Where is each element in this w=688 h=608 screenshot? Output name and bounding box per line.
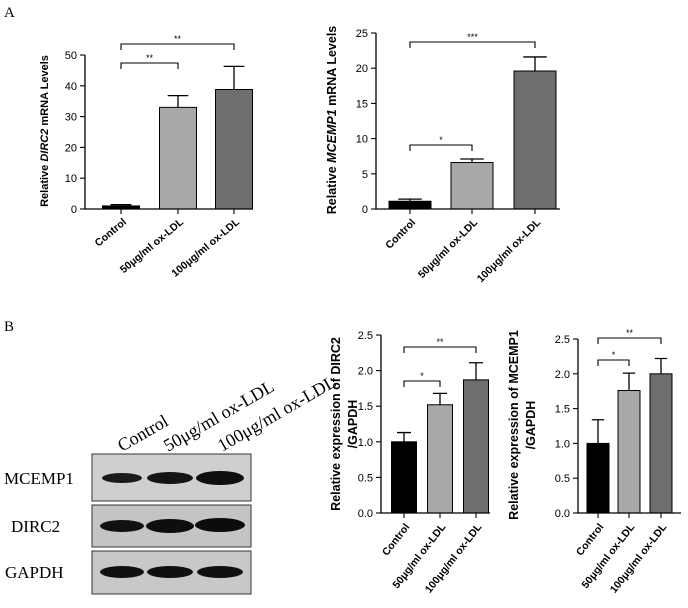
y-tick-label-1: 5 <box>362 169 368 181</box>
blot-row-label-mcemp1: MCEMP1 <box>4 469 74 488</box>
blot-row-label-gapdh: GAPDH <box>5 563 64 582</box>
y-axis-label: Relative MCEMP1 mRNA Levels <box>325 26 339 215</box>
y-tick-label-1: 10 <box>65 173 77 185</box>
significance-label-0: ** <box>146 53 154 63</box>
band-gapdh-50 <box>147 566 193 578</box>
significance-bracket-0 <box>120 62 179 69</box>
band-gapdh-control <box>100 566 144 578</box>
y-tick-label-3: 1.5 <box>555 404 570 416</box>
significance-bracket-0 <box>403 380 441 387</box>
y-tick-label-4: 40 <box>65 81 77 93</box>
y-tick-label-4: 20 <box>356 63 368 75</box>
y-tick-label-2: 1.0 <box>358 437 373 449</box>
y-tick-label-5: 25 <box>356 28 368 40</box>
y-axis-label-line-0: Relative expression of DIRC2 <box>329 337 343 511</box>
significance-label-0: * <box>439 135 443 145</box>
band-mcemp1-100 <box>196 471 244 485</box>
significance-bracket-1 <box>409 41 536 48</box>
y-tick-label-0: 0.0 <box>358 508 373 520</box>
y-tick-label-5: 2.5 <box>358 330 373 342</box>
y-tick-label-4: 2.0 <box>555 369 570 381</box>
bar-2 <box>649 373 673 514</box>
significance-label-1: ** <box>436 337 444 347</box>
y-axis-label: Relative DIRC2 mRNA Levels <box>39 55 51 207</box>
band-dirc2-control <box>100 520 144 532</box>
y-tick-label-0: 0.0 <box>555 508 570 520</box>
error-bar-2 <box>523 56 547 72</box>
band-dirc2-100 <box>195 518 245 532</box>
bar-2 <box>215 88 253 210</box>
significance-bracket-1 <box>403 346 477 353</box>
significance-label-1: ** <box>626 328 634 338</box>
significance-label-1: ** <box>174 34 182 44</box>
blot-lane-label-control: Control <box>114 411 172 456</box>
bar-1 <box>450 162 494 210</box>
x-tick-label-0: Control <box>93 216 129 249</box>
x-tick-label-2: 100μg/ml ox-LDL <box>475 216 544 285</box>
significance-label-0: * <box>420 371 424 381</box>
error-bar-1 <box>433 392 447 405</box>
y-tick-label-2: 1.0 <box>555 438 570 450</box>
x-tick-label-0: Control <box>380 521 412 558</box>
y-tick-label-2: 20 <box>65 142 77 154</box>
y-tick-label-3: 15 <box>356 98 368 110</box>
bar-2 <box>513 70 557 210</box>
band-mcemp1-50 <box>147 472 193 484</box>
error-bar-1 <box>622 372 636 391</box>
y-tick-label-3: 1.5 <box>358 401 373 413</box>
y-tick-label-5: 2.5 <box>555 334 570 346</box>
y-axis-label-line-1: /GAPDH <box>346 400 360 449</box>
bar-0 <box>391 441 417 514</box>
y-tick-label-2: 10 <box>356 134 368 146</box>
y-tick-label-0: 0 <box>71 204 77 216</box>
significance-label-0: * <box>612 350 616 360</box>
band-gapdh-100 <box>197 566 243 578</box>
significance-bracket-1 <box>120 43 235 50</box>
x-tick-label-1: 50μg/ml ox-LDL <box>416 216 481 281</box>
error-bar-0 <box>591 419 605 444</box>
bar-1 <box>427 404 453 514</box>
bar-1 <box>617 390 641 514</box>
significance-bracket-0 <box>597 359 630 366</box>
band-dirc2-50 <box>146 519 194 533</box>
significance-bracket-0 <box>409 144 473 151</box>
western-blot: Control 50μg/ml ox-LDL 100μg/ml ox-LDL M… <box>4 372 339 595</box>
panel-label-b: B <box>4 319 14 335</box>
error-bar-0 <box>398 198 422 202</box>
y-tick-label-4: 2.0 <box>358 366 373 378</box>
y-tick-label-1: 0.5 <box>555 473 570 485</box>
error-bar-0 <box>397 431 411 442</box>
y-tick-label-1: 0.5 <box>358 472 373 484</box>
x-tick-label-2: 100μg/ml ox-LDL <box>608 521 670 596</box>
significance-bracket-1 <box>597 337 662 344</box>
x-tick-label-0: Control <box>383 217 418 252</box>
error-bar-2 <box>469 362 483 380</box>
y-tick-label-0: 0 <box>362 204 368 216</box>
y-axis-label-line-0: Relative expression of MCEMP1 <box>507 330 521 520</box>
error-bar-1 <box>167 95 189 108</box>
error-bar-1 <box>460 158 484 163</box>
panel-label-a: A <box>4 5 15 21</box>
bar-0 <box>388 200 432 210</box>
y-axis-label-line-1: /GAPDH <box>524 401 538 450</box>
error-bar-0 <box>110 204 132 206</box>
bar-1 <box>159 106 197 210</box>
bar-0 <box>586 442 610 514</box>
y-tick-label-5: 50 <box>65 50 77 62</box>
y-tick-label-3: 30 <box>65 112 77 124</box>
error-bar-2 <box>654 357 668 374</box>
bar-2 <box>463 379 489 514</box>
error-bar-2 <box>223 65 245 90</box>
blot-row-label-dirc2: DIRC2 <box>11 517 60 536</box>
x-tick-label-0: Control <box>574 521 606 558</box>
significance-label-1: *** <box>467 32 478 42</box>
band-mcemp1-control <box>102 473 142 483</box>
